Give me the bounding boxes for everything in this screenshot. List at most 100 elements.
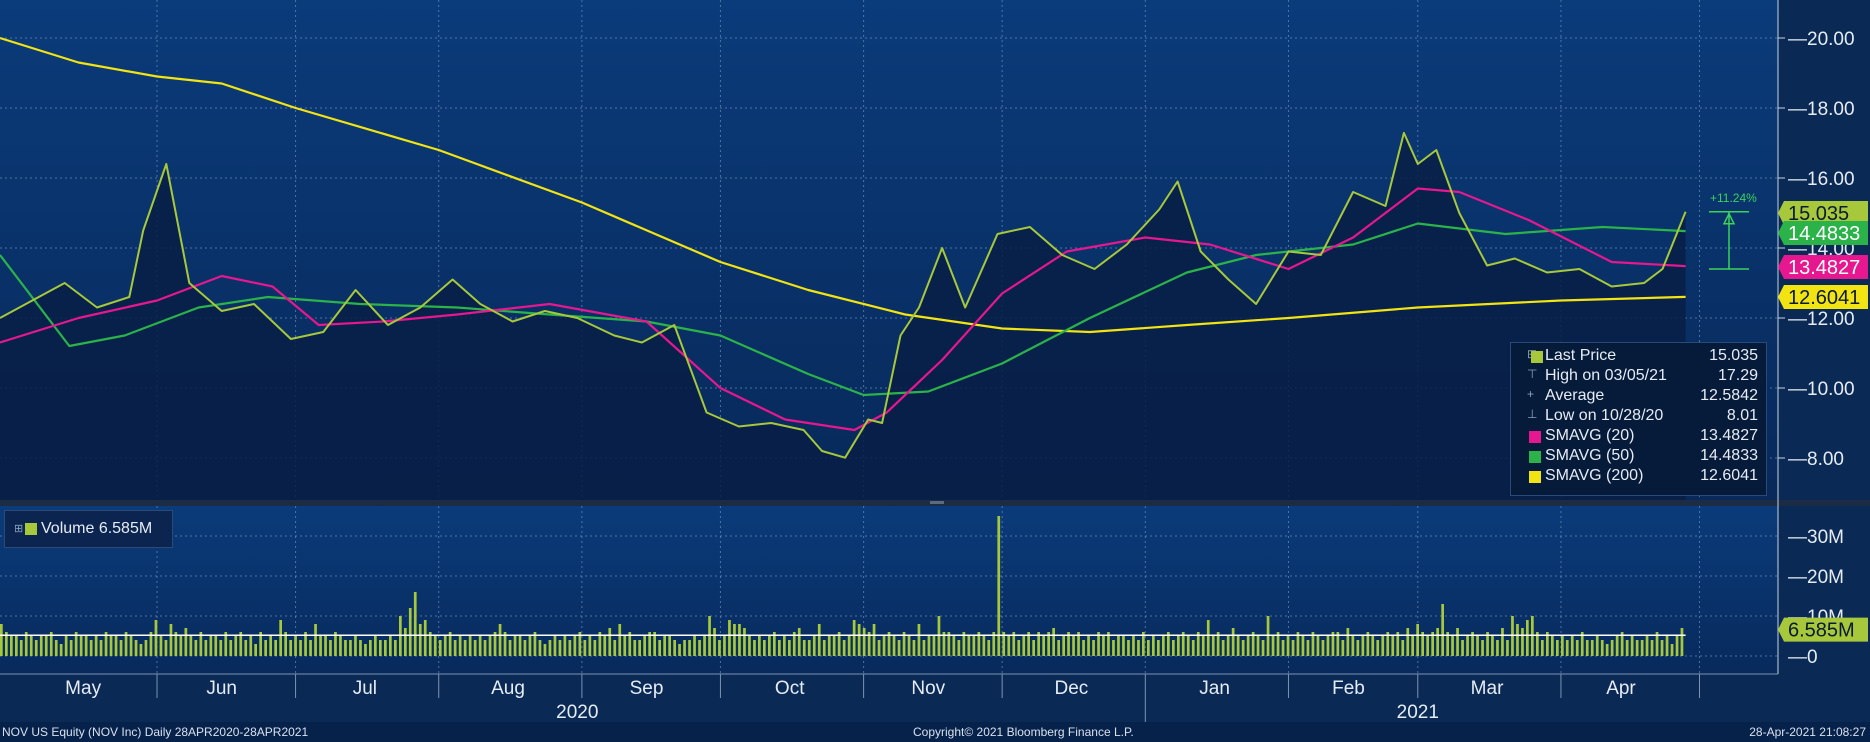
volume-bar bbox=[473, 640, 477, 656]
smavg-20-swatch bbox=[1529, 431, 1541, 443]
volume-bar bbox=[314, 624, 317, 656]
value-tag-label: 15.035 bbox=[1788, 203, 1849, 225]
volume-bar bbox=[354, 636, 357, 656]
volume-bar bbox=[1411, 636, 1414, 656]
volume-bar bbox=[1087, 636, 1090, 656]
volume-bar bbox=[1625, 640, 1629, 656]
month-label: Jan bbox=[1199, 678, 1230, 699]
price-tick-label: —10.00 bbox=[1788, 379, 1855, 400]
volume-bar bbox=[1341, 640, 1345, 656]
volume-bar bbox=[174, 632, 178, 656]
price-legend[interactable]: ⊟ Last Price 15.035 ⊤ High on 03/05/21 1… bbox=[1510, 342, 1767, 496]
volume-bar bbox=[244, 640, 248, 656]
value-tag-label: 14.4833 bbox=[1788, 223, 1860, 245]
volume-bar bbox=[1291, 640, 1295, 656]
legend-label: SMAVG (20) bbox=[1545, 427, 1635, 444]
volume-bar bbox=[423, 620, 427, 656]
volume-bar bbox=[413, 592, 417, 656]
legend-value: 8.01 bbox=[1726, 407, 1758, 424]
volume-bar bbox=[483, 640, 487, 656]
legend-value: 13.4827 bbox=[1700, 427, 1758, 444]
volume-bar bbox=[778, 640, 781, 656]
volume-bar bbox=[773, 632, 776, 656]
change-arrow-icon bbox=[1722, 212, 1736, 225]
volume-bar bbox=[1067, 632, 1070, 656]
volume-bar bbox=[882, 636, 886, 656]
volume-bar bbox=[1276, 632, 1280, 656]
volume-bar bbox=[683, 640, 686, 656]
volume-legend[interactable]: ⊞ Volume 6.585M bbox=[4, 510, 173, 548]
volume-bar bbox=[149, 632, 153, 656]
volume-bar bbox=[763, 640, 766, 656]
volume-bar bbox=[194, 640, 198, 656]
volume-bar bbox=[503, 632, 507, 656]
value-tag-background bbox=[1778, 285, 1868, 309]
volume-bar bbox=[1271, 636, 1275, 656]
smavg-50-swatch bbox=[1529, 451, 1541, 463]
volume-bar bbox=[1082, 640, 1085, 656]
legend-value: 14.4833 bbox=[1700, 447, 1758, 464]
volume-bar bbox=[1461, 640, 1464, 656]
volume-bar bbox=[204, 640, 208, 656]
volume-bar bbox=[1356, 640, 1360, 656]
volume-bar bbox=[10, 636, 13, 656]
volume-bar bbox=[1376, 640, 1380, 656]
volume-bar bbox=[1381, 636, 1385, 656]
volume-bar bbox=[468, 636, 472, 656]
volume-bar bbox=[154, 620, 158, 656]
volume-bar bbox=[618, 624, 622, 656]
volume-bar bbox=[952, 636, 956, 656]
volume-bar bbox=[478, 636, 482, 656]
volume-bar bbox=[957, 640, 961, 656]
volume-bar bbox=[1241, 640, 1245, 656]
volume-bar bbox=[199, 632, 203, 656]
volume-bar bbox=[1585, 640, 1589, 656]
series-line-last-price bbox=[0, 131, 1687, 459]
change-annotation: +11.24% bbox=[1709, 191, 1757, 270]
smavg-200-swatch bbox=[1529, 471, 1541, 483]
volume-bar bbox=[1336, 632, 1340, 656]
volume-bar bbox=[1216, 632, 1220, 656]
volume-bar bbox=[159, 636, 163, 656]
legend-value: 12.6041 bbox=[1700, 467, 1758, 484]
volume-bar bbox=[703, 636, 706, 656]
volume-bar bbox=[1491, 636, 1494, 656]
month-label: Aug bbox=[491, 678, 525, 699]
volume-bar bbox=[927, 636, 931, 656]
volume-bar bbox=[872, 624, 876, 656]
volume-bar bbox=[997, 516, 1001, 656]
collapse-icon[interactable]: ⊞ bbox=[14, 523, 24, 535]
panel-divider-handle[interactable] bbox=[930, 501, 944, 504]
volume-bar bbox=[299, 640, 302, 656]
volume-tag-background bbox=[1778, 617, 1868, 642]
volume-bar bbox=[962, 632, 966, 656]
volume-bar bbox=[1246, 636, 1250, 656]
volume-bar bbox=[588, 636, 592, 656]
volume-bar bbox=[538, 640, 542, 656]
volume-bar bbox=[443, 636, 447, 656]
legend-label: Last Price bbox=[1545, 347, 1617, 364]
volume-bar bbox=[673, 640, 676, 656]
price-tick-label: —8.00 bbox=[1788, 449, 1844, 470]
legend-label: Average bbox=[1545, 387, 1605, 404]
volume-bar bbox=[738, 624, 741, 656]
volume-bar bbox=[1561, 636, 1564, 656]
volume-bar bbox=[1306, 640, 1310, 656]
volume-bar bbox=[523, 640, 527, 656]
volume-bar bbox=[837, 632, 841, 656]
volume-bar bbox=[1580, 632, 1584, 656]
last-price-swatch bbox=[1531, 351, 1543, 363]
volume-bar bbox=[1501, 628, 1504, 656]
volume-bar bbox=[1615, 636, 1619, 656]
volume-bar bbox=[364, 644, 367, 656]
volume-bar bbox=[623, 636, 627, 656]
volume-bar bbox=[304, 632, 307, 656]
volume-bar bbox=[723, 636, 726, 656]
month-label: May bbox=[65, 678, 101, 699]
volume-bar bbox=[384, 640, 387, 656]
price-area-fill bbox=[0, 132, 1686, 500]
change-percent: +11.24% bbox=[1710, 191, 1757, 205]
volume-bar bbox=[1640, 640, 1644, 656]
legend-row-average: + Average 12.5842 bbox=[1511, 387, 1766, 407]
volume-bar bbox=[967, 636, 971, 656]
